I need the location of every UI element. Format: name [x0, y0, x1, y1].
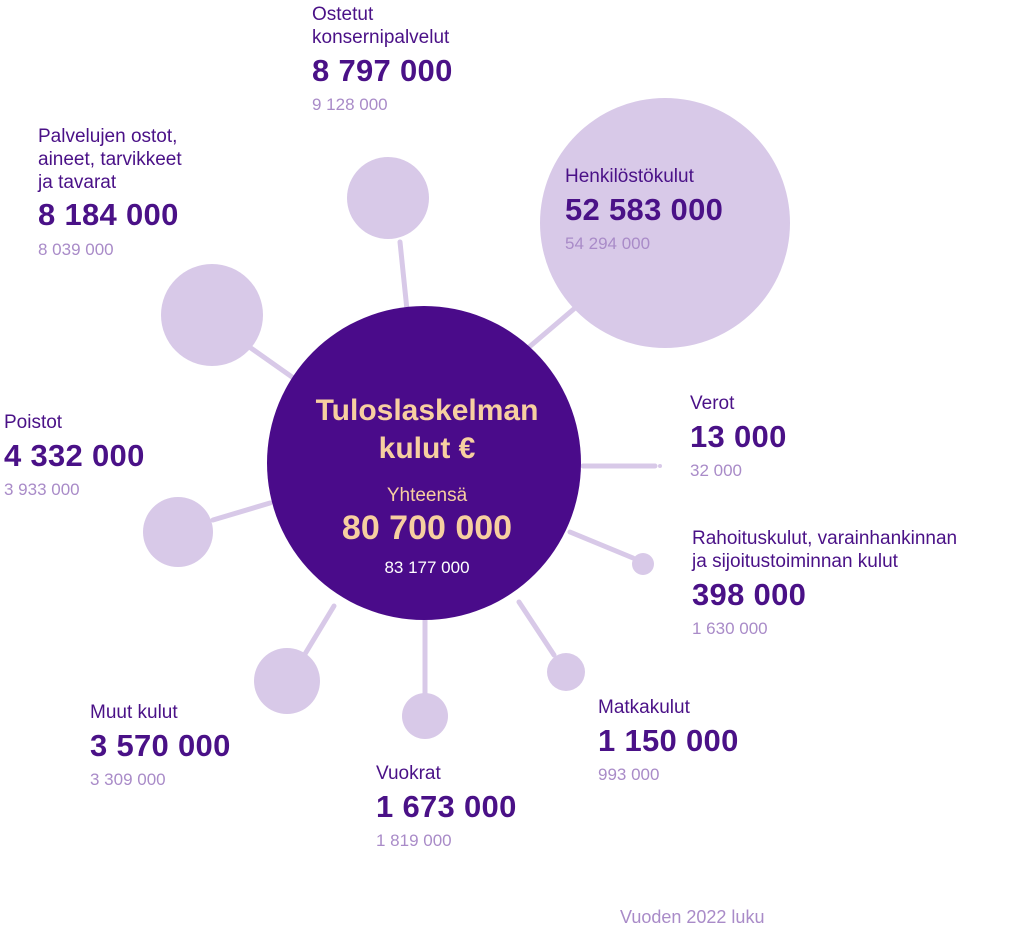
connector-henkilosto	[525, 305, 578, 351]
label-verot: Verot 13 000 32 000	[690, 393, 787, 481]
category-value-matka: 1 150 000	[598, 722, 739, 758]
connector-palvelujen	[245, 343, 295, 380]
category-name-palvelujen-2: ja tavarat	[38, 171, 117, 193]
label-rahoitus: Rahoituskulut, varainhankinnan ja sijoitu…	[692, 528, 957, 639]
category-value-palvelujen: 8 184 000	[38, 197, 179, 233]
label-palvelujen: Palvelujen ostot, aineet, tarvikkeet ja ta…	[38, 126, 182, 260]
bubble-ostetut	[347, 157, 429, 239]
center-total-value: 80 700 000	[341, 509, 513, 547]
connector-rahoitus	[567, 529, 636, 561]
bubble-rahoitus	[632, 553, 654, 575]
center-bubble	[267, 306, 581, 620]
center-total-prev: 83 177 000	[384, 558, 470, 577]
bubble-muut	[254, 648, 320, 714]
label-muut: Muut kulut 3 570 000 3 309 000	[90, 702, 231, 790]
category-name-verot-0: Verot	[690, 393, 735, 414]
footnote: Vuoden 2022 luku	[620, 907, 765, 927]
category-prev-poistot: 3 933 000	[4, 479, 80, 499]
category-name-vuokrat-0: Vuokrat	[376, 763, 441, 784]
category-value-poistot: 4 332 000	[4, 437, 145, 473]
category-value-henkilosto: 52 583 000	[565, 191, 724, 227]
bubble-henkilosto	[540, 98, 790, 348]
center-label: Tuloslaskelman kulut € Yhteensä 80 700 0…	[272, 392, 582, 578]
category-name-ostetut-0: Ostetut	[312, 4, 374, 25]
bubble-matka	[547, 653, 585, 691]
connector-ostetut	[397, 239, 410, 313]
connector-muut	[302, 603, 337, 657]
bubble-verot	[658, 464, 662, 468]
category-name-rahoitus-0: Rahoituskulut, varainhankinnan	[692, 528, 958, 549]
category-prev-palvelujen: 8 039 000	[38, 239, 114, 259]
center-total-label: Yhteensä	[386, 485, 468, 506]
label-ostetut: Ostetut konsernipalvelut 8 797 000 9 128 00…	[312, 4, 453, 115]
category-prev-henkilosto: 54 294 000	[565, 233, 651, 253]
category-value-vuokrat: 1 673 000	[376, 788, 517, 824]
center-title-line1: Tuloslaskelman	[315, 394, 539, 427]
category-prev-ostetut: 9 128 000	[312, 94, 388, 114]
category-prev-rahoitus: 1 630 000	[692, 618, 768, 638]
category-prev-matka: 993 000	[598, 764, 660, 784]
category-name-muut-0: Muut kulut	[90, 702, 178, 723]
connector-poistot	[210, 500, 273, 523]
category-value-muut: 3 570 000	[90, 727, 231, 763]
category-name-palvelujen-0: Palvelujen ostot,	[38, 126, 178, 147]
category-prev-vuokrat: 1 819 000	[376, 830, 452, 850]
center-title-line2: kulut €	[378, 431, 476, 465]
category-name-rahoitus-1: ja sijoitustoiminnan kulut	[692, 550, 898, 572]
category-value-verot: 13 000	[690, 418, 787, 454]
category-name-ostetut-1: konsernipalvelut	[312, 26, 450, 48]
label-henkilosto: Henkilöstökulut 52 583 000 54 294 000	[565, 166, 723, 254]
bubble-vuokrat	[402, 693, 448, 739]
bubble-palvelujen	[161, 264, 263, 366]
category-name-poistot-0: Poistot	[4, 412, 63, 433]
bubble-poistot	[143, 497, 213, 567]
category-name-henkilosto-0: Henkilöstökulut	[565, 166, 694, 187]
category-prev-muut: 3 309 000	[90, 769, 166, 789]
label-poistot: Poistot 4 332 000 3 933 000	[4, 412, 145, 500]
label-matka: Matkakulut 1 150 000 993 000	[598, 697, 739, 785]
category-name-palvelujen-1: aineet, tarvikkeet	[38, 148, 182, 170]
category-name-matka-0: Matkakulut	[598, 697, 690, 718]
connector-matka	[516, 599, 557, 658]
label-vuokrat: Vuokrat 1 673 000 1 819 000	[376, 763, 517, 851]
category-value-rahoitus: 398 000	[692, 576, 807, 612]
category-prev-verot: 32 000	[690, 460, 742, 480]
category-value-ostetut: 8 797 000	[312, 52, 453, 88]
